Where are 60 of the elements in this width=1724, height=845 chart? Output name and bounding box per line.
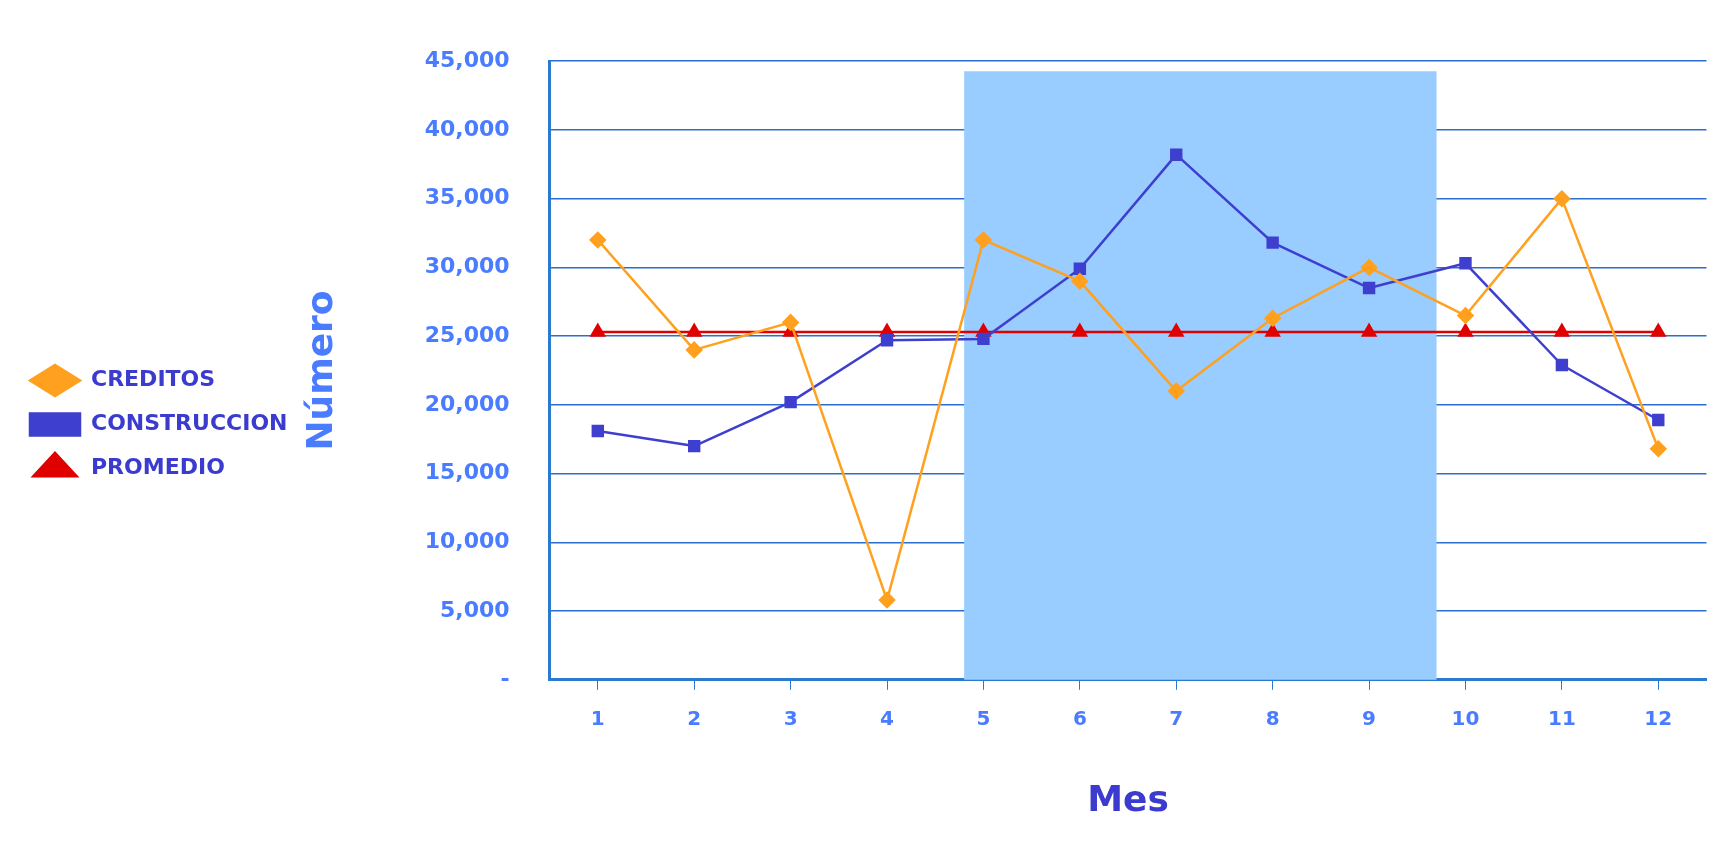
x-tick-label: 1 <box>590 706 605 730</box>
x-tick-label: 4 <box>880 706 894 730</box>
point <box>1459 257 1472 270</box>
point <box>590 323 606 337</box>
point <box>975 231 992 249</box>
point <box>1652 413 1665 427</box>
x-tick-label: 7 <box>1169 706 1184 730</box>
point <box>1071 272 1089 290</box>
point <box>880 334 894 347</box>
y-axis-title: Número <box>299 290 341 451</box>
y-tick-label: 30,000 <box>424 253 510 279</box>
y-tick-label: - <box>500 665 510 691</box>
point <box>1650 440 1667 458</box>
legend-label: PROMEDIO <box>91 454 225 480</box>
point <box>589 231 607 249</box>
y-tick-label: 25,000 <box>424 321 510 347</box>
point <box>1265 323 1280 337</box>
legend-label: CONSTRUCCION <box>91 410 288 436</box>
point <box>1555 358 1569 372</box>
point <box>1072 323 1088 337</box>
point <box>878 591 896 609</box>
y-tick-label: 45,000 <box>424 46 510 72</box>
x-tick-label: 9 <box>1362 706 1377 730</box>
x-tick-label: 3 <box>783 706 798 730</box>
x-tick-label: 12 <box>1644 706 1673 730</box>
point <box>1458 323 1473 337</box>
point <box>784 395 797 409</box>
point <box>591 424 605 438</box>
x-tick-label: 6 <box>1072 706 1087 730</box>
point <box>686 323 702 337</box>
x-tick-label: 5 <box>976 706 991 730</box>
point <box>1650 323 1666 337</box>
point <box>685 341 703 359</box>
point <box>1266 236 1279 249</box>
x-tick-label: 10 <box>1451 706 1480 730</box>
x-tick-label: 8 <box>1265 706 1280 730</box>
point <box>688 439 701 453</box>
y-tick-label: 5,000 <box>440 596 510 622</box>
y-tick-label: 40,000 <box>424 115 510 141</box>
point <box>1457 307 1474 324</box>
point <box>1362 281 1376 295</box>
point <box>1360 259 1378 276</box>
x-tick-label: 2 <box>687 706 702 730</box>
point <box>1264 310 1281 327</box>
y-tick-label: 20,000 <box>424 390 510 416</box>
point <box>1554 323 1570 337</box>
point <box>977 332 990 346</box>
point <box>1170 148 1183 161</box>
x-axis-title: Mes <box>1087 777 1169 819</box>
point <box>782 314 799 331</box>
y-tick-label: 10,000 <box>424 528 510 554</box>
point <box>1361 323 1377 337</box>
legend-label: CREDITOS <box>91 366 216 392</box>
y-tick-label: 35,000 <box>424 184 510 210</box>
y-tick-label: 15,000 <box>424 459 510 485</box>
point <box>1553 190 1571 207</box>
point <box>1168 323 1184 337</box>
point <box>1168 382 1185 400</box>
x-tick-label: 11 <box>1547 706 1576 730</box>
point <box>1073 262 1087 275</box>
